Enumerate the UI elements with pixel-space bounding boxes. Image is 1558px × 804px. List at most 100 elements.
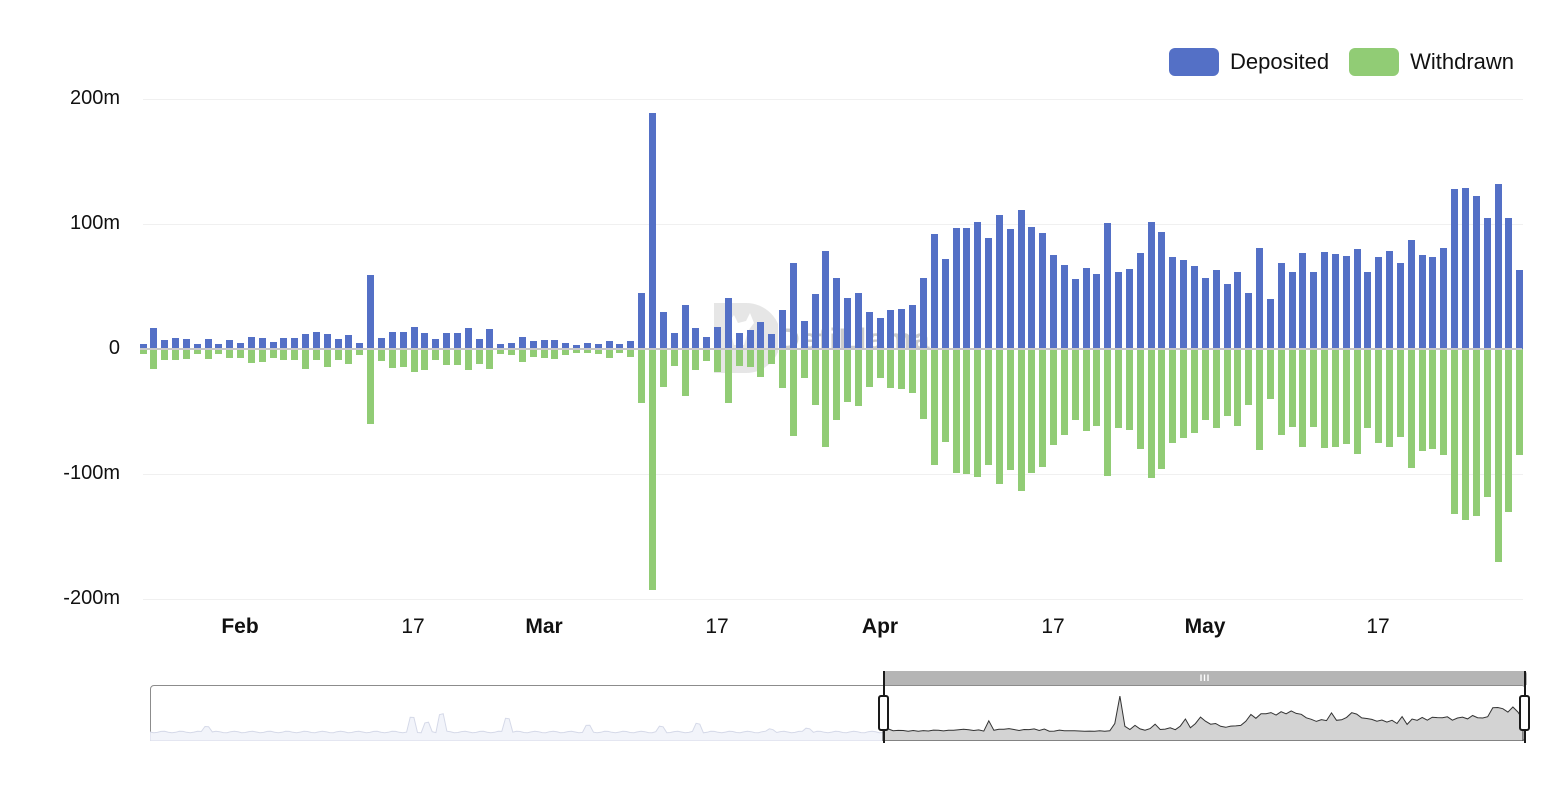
deposited-bar[interactable] [1277, 263, 1285, 349]
deposited-bar[interactable] [659, 311, 667, 349]
deposited-bar[interactable] [551, 340, 559, 349]
withdrawn-bar[interactable] [833, 349, 841, 421]
deposited-bar[interactable] [1288, 272, 1296, 349]
deposited-bar[interactable] [768, 334, 776, 349]
withdrawn-bar[interactable] [616, 349, 624, 354]
withdrawn-bar[interactable] [1505, 349, 1513, 512]
withdrawn-bar[interactable] [204, 349, 212, 359]
deposited-bar[interactable] [876, 318, 884, 349]
withdrawn-bar[interactable] [995, 349, 1003, 484]
deposited-bar[interactable] [1375, 257, 1383, 349]
navigator-scrollbar[interactable]: III [883, 671, 1527, 685]
deposited-bar[interactable] [594, 344, 602, 349]
withdrawn-bar[interactable] [1494, 349, 1502, 562]
deposited-bar[interactable] [1407, 240, 1415, 349]
deposited-bar[interactable] [302, 334, 310, 349]
withdrawn-bar[interactable] [323, 349, 331, 367]
deposited-bar[interactable] [161, 340, 169, 349]
deposited-bar[interactable] [735, 332, 743, 349]
deposited-bar[interactable] [1104, 223, 1112, 349]
deposited-bar[interactable] [779, 310, 787, 349]
deposited-bar[interactable] [356, 343, 364, 349]
withdrawn-bar[interactable] [985, 349, 993, 466]
withdrawn-bar[interactable] [247, 349, 255, 363]
withdrawn-bar[interactable] [1440, 349, 1448, 456]
withdrawn-bar[interactable] [1472, 349, 1480, 516]
withdrawn-bar[interactable] [941, 349, 949, 442]
deposited-bar[interactable] [182, 339, 190, 349]
withdrawn-bar[interactable] [703, 349, 711, 361]
deposited-bar[interactable] [1212, 270, 1220, 349]
deposited-bar[interactable] [1364, 271, 1372, 349]
deposited-bar[interactable] [1342, 255, 1350, 349]
deposited-bar[interactable] [1266, 299, 1274, 349]
deposited-bar[interactable] [919, 278, 927, 349]
withdrawn-bar[interactable] [193, 349, 201, 354]
deposited-bar[interactable] [215, 344, 223, 349]
withdrawn-bar[interactable] [1050, 349, 1058, 446]
deposited-bar[interactable] [1418, 254, 1426, 349]
deposited-bar[interactable] [280, 337, 288, 349]
deposited-bar[interactable] [1256, 247, 1264, 349]
withdrawn-bar[interactable] [1104, 349, 1112, 476]
deposited-bar[interactable] [1299, 252, 1307, 349]
deposited-bar[interactable] [1461, 187, 1469, 349]
deposited-bar[interactable] [1223, 284, 1231, 349]
deposited-bar[interactable] [1071, 279, 1079, 349]
withdrawn-bar[interactable] [269, 349, 277, 358]
withdrawn-bar[interactable] [302, 349, 310, 369]
withdrawn-bar[interactable] [1429, 349, 1437, 449]
deposited-bar[interactable] [833, 277, 841, 349]
deposited-bar[interactable] [1190, 266, 1198, 349]
withdrawn-bar[interactable] [789, 349, 797, 436]
withdrawn-bar[interactable] [1093, 349, 1101, 426]
withdrawn-bar[interactable] [714, 349, 722, 372]
deposited-bar[interactable] [1050, 255, 1058, 349]
withdrawn-bar[interactable] [1353, 349, 1361, 454]
withdrawn-bar[interactable] [1396, 349, 1404, 437]
withdrawn-bar[interactable] [1342, 349, 1350, 444]
withdrawn-bar[interactable] [432, 349, 440, 361]
deposited-bar[interactable] [562, 342, 570, 349]
deposited-bar[interactable] [573, 344, 581, 349]
withdrawn-bar[interactable] [345, 349, 353, 364]
withdrawn-bar[interactable] [681, 349, 689, 396]
withdrawn-bar[interactable] [1299, 349, 1307, 447]
withdrawn-bar[interactable] [594, 349, 602, 354]
withdrawn-bar[interactable] [692, 349, 700, 371]
withdrawn-bar[interactable] [963, 349, 971, 474]
withdrawn-bar[interactable] [724, 349, 732, 403]
withdrawn-bar[interactable] [1006, 349, 1014, 471]
withdrawn-bar[interactable] [1245, 349, 1253, 405]
withdrawn-bar[interactable] [768, 349, 776, 364]
deposited-bar[interactable] [583, 343, 591, 349]
deposited-bar[interactable] [453, 333, 461, 349]
legend-item-withdrawn[interactable]: Withdrawn [1349, 48, 1514, 76]
withdrawn-bar[interactable] [443, 349, 451, 366]
withdrawn-bar[interactable] [1234, 349, 1242, 426]
deposited-bar[interactable] [247, 336, 255, 349]
deposited-bar[interactable] [486, 329, 494, 349]
deposited-bar[interactable] [1451, 189, 1459, 349]
deposited-bar[interactable] [139, 344, 147, 349]
deposited-bar[interactable] [1472, 195, 1480, 349]
withdrawn-bar[interactable] [887, 349, 895, 389]
deposited-bar[interactable] [670, 332, 678, 349]
withdrawn-bar[interactable] [1331, 349, 1339, 447]
deposited-bar[interactable] [226, 339, 234, 349]
deposited-bar[interactable] [475, 339, 483, 349]
deposited-bar[interactable] [887, 310, 895, 349]
withdrawn-bar[interactable] [367, 349, 375, 424]
withdrawn-bar[interactable] [1125, 349, 1133, 431]
withdrawn-bar[interactable] [1256, 349, 1264, 451]
deposited-bar[interactable] [399, 331, 407, 349]
withdrawn-bar[interactable] [952, 349, 960, 474]
withdrawn-bar[interactable] [421, 349, 429, 370]
withdrawn-bar[interactable] [659, 349, 667, 387]
withdrawn-bar[interactable] [172, 349, 180, 361]
deposited-bar[interactable] [724, 297, 732, 349]
withdrawn-bar[interactable] [562, 349, 570, 355]
deposited-bar[interactable] [746, 330, 754, 349]
withdrawn-bar[interactable] [919, 349, 927, 419]
deposited-bar[interactable] [421, 332, 429, 349]
